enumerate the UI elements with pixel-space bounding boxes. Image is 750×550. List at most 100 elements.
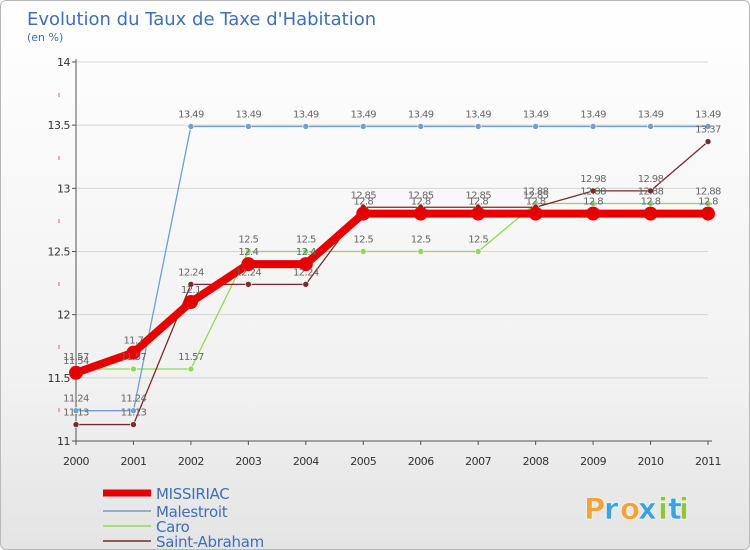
legend-label-caro: Caro (156, 518, 190, 536)
data-label-saint-abraham: 12.85 (523, 190, 549, 201)
data-point-saint-abraham (704, 138, 712, 145)
data-point-caro (359, 248, 367, 255)
x-tick-label: 2008 (523, 455, 549, 468)
data-point-missiriac (701, 206, 715, 221)
x-tick-label: 2007 (465, 455, 491, 468)
data-point-missiriac (586, 206, 601, 221)
data-label-caro: 12.88 (638, 186, 664, 197)
data-point-missiriac (643, 206, 658, 221)
data-label-malestroit: 13.49 (350, 109, 376, 120)
data-label-caro: 12.5 (238, 235, 258, 246)
data-point-caro (647, 200, 654, 207)
data-point-missiriac (241, 257, 256, 272)
data-label-caro: 12.5 (468, 235, 488, 246)
data-label-malestroit: 13.49 (638, 109, 664, 120)
data-label-missiriac: 12.4 (296, 247, 316, 258)
data-point-missiriac (126, 345, 141, 360)
y-tick-label: 11 (57, 435, 70, 448)
x-tick-label: 2005 (350, 455, 376, 468)
series-line-saint-abraham (76, 141, 709, 426)
data-label-caro: 11.57 (178, 352, 204, 363)
data-point-caro (245, 248, 252, 255)
data-point-malestroit (417, 123, 425, 130)
logo-letter: t (668, 492, 682, 526)
data-label-saint-abraham: 12.24 (178, 267, 204, 278)
data-point-caro (302, 248, 310, 255)
data-point-caro (704, 200, 712, 207)
y-tick-label: 13.5 (48, 119, 71, 132)
data-point-saint-abraham (589, 187, 597, 195)
data-point-malestroit (589, 123, 597, 130)
data-label-missiriac: 11.7 (124, 336, 144, 347)
x-tick-label: 2002 (178, 455, 204, 468)
data-label-saint-abraham: 12.85 (408, 190, 434, 201)
legend-label-malestroit: Malestroit (156, 503, 228, 521)
data-label-missiriac: 12.4 (238, 247, 258, 258)
series-line-caro (76, 202, 708, 370)
data-point-caro (417, 248, 425, 255)
data-label-missiriac: 12.8 (526, 197, 546, 208)
data-label-caro: 12.5 (296, 235, 316, 246)
data-point-caro (474, 248, 482, 255)
proxiti-logo: Pr ox i ti (584, 492, 689, 527)
data-point-malestroit (72, 407, 80, 414)
data-label-caro: 12.5 (411, 235, 431, 246)
y-tick-label: 14 (57, 56, 70, 69)
data-label-malestroit: 13.49 (465, 109, 491, 120)
data-point-malestroit (359, 123, 367, 130)
logo-letter: x (638, 492, 657, 526)
data-point-saint-abraham (130, 421, 137, 428)
data-label-missiriac: 11.54 (63, 356, 89, 367)
data-label-saint-abraham: 12.98 (580, 174, 606, 185)
data-label-saint-abraham: 12.24 (236, 267, 262, 278)
data-point-saint-abraham (72, 421, 80, 428)
data-point-saint-abraham (302, 281, 310, 288)
data-label-saint-abraham: 12.24 (293, 267, 319, 278)
axes: 11 11.5 12 12.5 13 13.5 14 2000 2001 2002 2003 2004… (48, 56, 722, 468)
y-tick-label: 11.5 (48, 372, 71, 385)
data-point-missiriac (356, 206, 371, 221)
data-label-caro: 12.88 (695, 186, 721, 197)
data-point-malestroit (302, 123, 310, 130)
series-line-malestroit (76, 125, 708, 412)
y-tick-label: 12 (57, 309, 70, 322)
data-label-missiriac: 12.8 (411, 197, 431, 208)
data-label-malestroit: 13.49 (523, 109, 549, 120)
data-label-missiriac: 12.8 (641, 197, 661, 208)
data-label-saint-abraham: 12.85 (465, 190, 491, 201)
data-label-missiriac: 12.8 (468, 197, 488, 208)
data-point-missiriac (183, 295, 198, 310)
data-label-missiriac: 12.8 (698, 197, 718, 208)
x-tick-label: 2006 (408, 455, 434, 468)
data-label-saint-abraham: 11.13 (63, 408, 89, 419)
legend-label-saint-abraham: Saint-Abraham (156, 533, 264, 549)
data-label-malestroit: 13.49 (580, 109, 606, 120)
data-label-saint-abraham: 11.13 (121, 408, 147, 419)
data-point-missiriac (69, 365, 83, 380)
x-tick-label: 2003 (235, 455, 261, 468)
data-label-saint-abraham: 13.37 (695, 125, 721, 136)
data-point-saint-abraham (245, 281, 252, 288)
data-label-malestroit: 13.49 (178, 109, 204, 120)
data-label-malestroit: 13.49 (236, 109, 262, 120)
series-line-missiriac (74, 209, 708, 377)
data-label-missiriac: 12.8 (583, 197, 603, 208)
data-point-malestroit (647, 123, 654, 130)
x-tick-label: 2000 (63, 455, 89, 468)
data-label-caro: 11.57 (121, 352, 147, 363)
data-label-missiriac: 12.8 (353, 197, 373, 208)
data-label-caro: 12.88 (580, 186, 606, 197)
data-point-missiriac (528, 206, 543, 221)
logo-letter: i (679, 492, 689, 526)
data-point-saint-abraham (647, 187, 654, 195)
data-point-malestroit (187, 123, 195, 130)
logo-letter: r (604, 492, 619, 526)
data-point-saint-abraham (187, 281, 195, 288)
data-label-caro: 12.5 (353, 235, 373, 246)
x-tick-label: 2001 (120, 455, 146, 468)
data-point-missiriac (298, 257, 313, 272)
data-point-missiriac (413, 206, 428, 221)
